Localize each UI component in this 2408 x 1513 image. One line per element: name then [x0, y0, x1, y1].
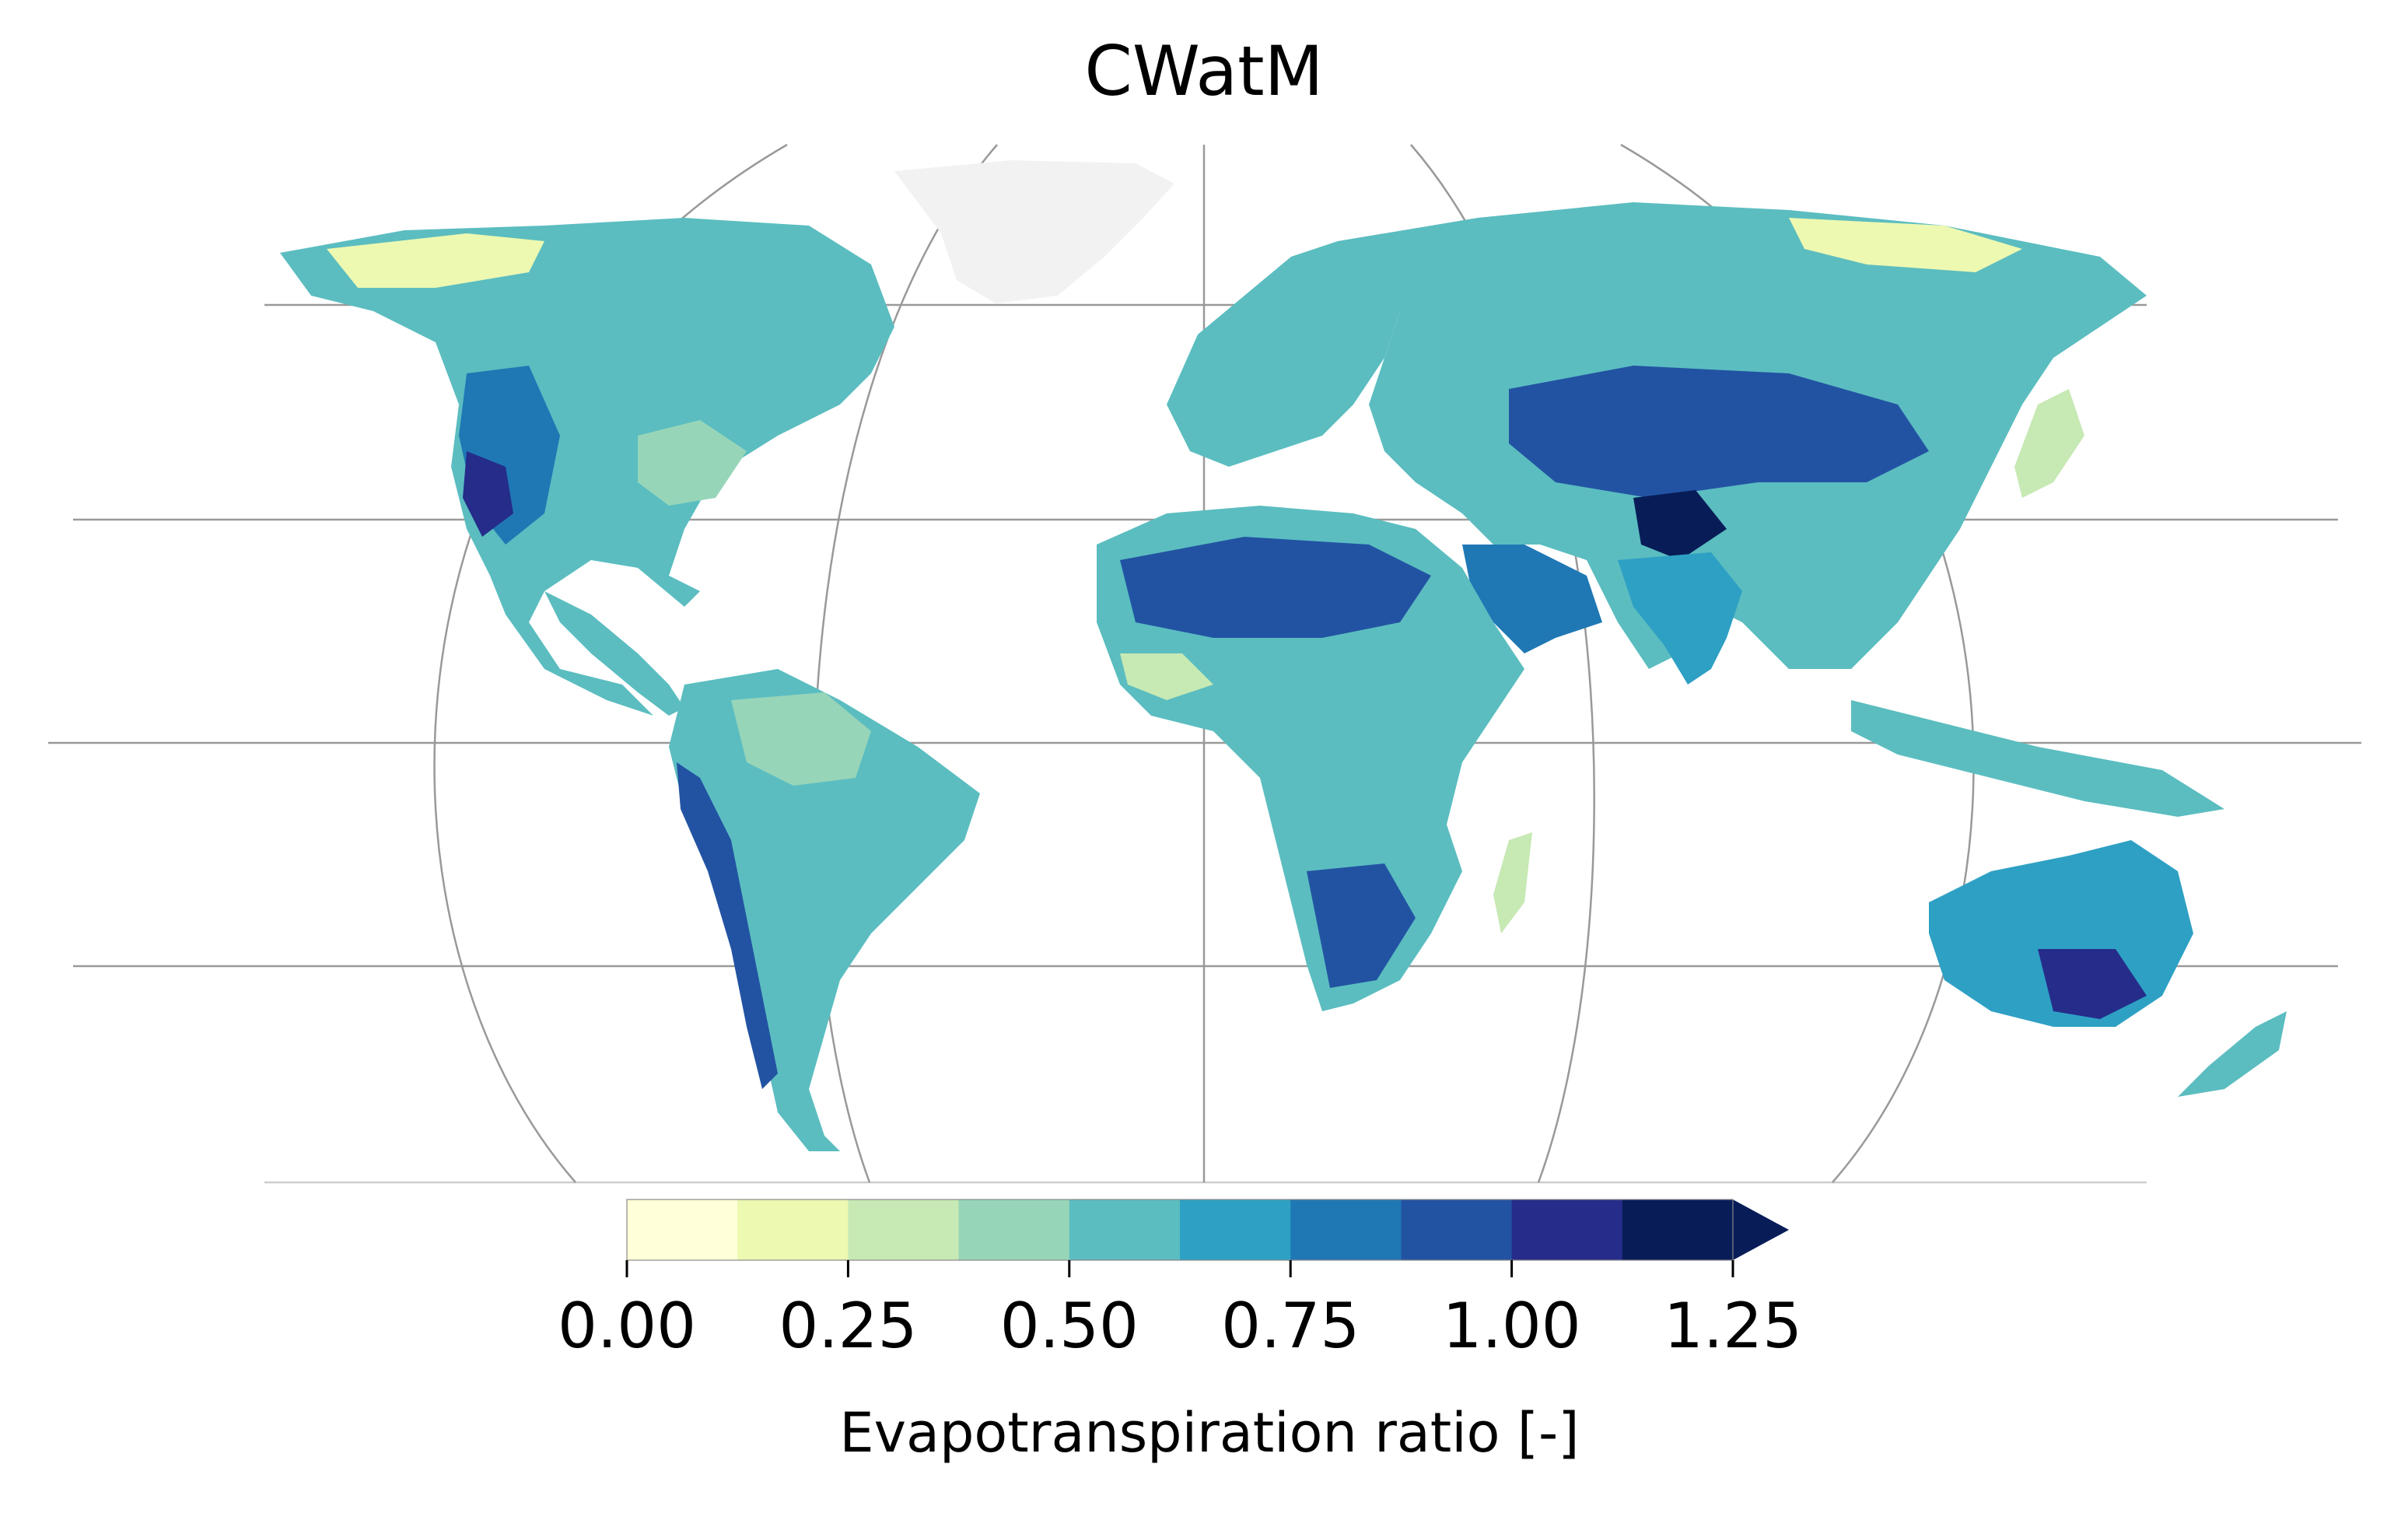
colorbar-label: Evapotranspiration ratio [-]: [839, 1401, 1580, 1465]
south-america-andes-dark: [677, 762, 778, 1089]
colorbar-bin-4: [1069, 1200, 1181, 1260]
central-america: [544, 591, 684, 716]
colorbar-bin-8: [1511, 1200, 1623, 1260]
arabian-peninsula: [1462, 545, 1602, 653]
africa-west-light: [1120, 653, 1213, 700]
colorbar-tick-label: 0.00: [558, 1290, 696, 1362]
north-america-southwest-dark: [463, 451, 513, 537]
japan: [2014, 389, 2084, 498]
colorbar-bin-3: [958, 1200, 1070, 1260]
colorbar-bin-6: [1290, 1200, 1402, 1260]
southeast-asia-islands: [1851, 700, 2224, 817]
new-zealand: [2178, 1011, 2287, 1097]
australia-interior-dark: [2038, 949, 2147, 1019]
meridian-60w: [813, 144, 998, 1183]
colorbar-bin-2: [848, 1200, 960, 1260]
colorbar-bin-1: [737, 1200, 849, 1260]
north-america: [280, 218, 894, 716]
colorbar-extend-arrow: [1733, 1200, 1789, 1260]
asia-siberia-light: [1789, 218, 2022, 272]
colorbar-tick-label: 0.25: [779, 1290, 917, 1362]
madagascar: [1493, 832, 1532, 933]
north-america-east: [638, 420, 747, 506]
colorbar-tick-label: 0.75: [1221, 1290, 1360, 1362]
colorbar-bin-0: [627, 1200, 738, 1260]
colorbar: 0.00 0.25 0.50 0.75 1.00 1.25: [558, 1199, 1802, 1362]
greenland: [894, 160, 1174, 303]
asia-central-dark: [1509, 366, 1929, 498]
north-america-arctic-light: [327, 233, 544, 288]
europe: [1167, 241, 1400, 467]
colorbar-bin-7: [1401, 1200, 1513, 1260]
south-america: [669, 669, 980, 1151]
asia-tibet-darkest: [1633, 490, 1727, 560]
south-america-amazon-light: [731, 692, 871, 786]
colorbar-tick-label: 1.25: [1664, 1290, 1802, 1362]
colorbar-tick-label: 1.00: [1443, 1290, 1581, 1362]
land-masses: [280, 160, 2287, 1151]
africa-sahara-dark: [1120, 537, 1431, 638]
india: [1618, 552, 1742, 685]
colorbar-bin-5: [1180, 1200, 1291, 1260]
africa-south-dark: [1307, 863, 1416, 988]
map-title: CWatM: [1084, 31, 1324, 111]
colorbar-frame: [626, 1199, 1734, 1261]
colorbar-tick-label: 0.50: [1000, 1290, 1139, 1362]
colorbar-bin-9: [1622, 1200, 1734, 1260]
